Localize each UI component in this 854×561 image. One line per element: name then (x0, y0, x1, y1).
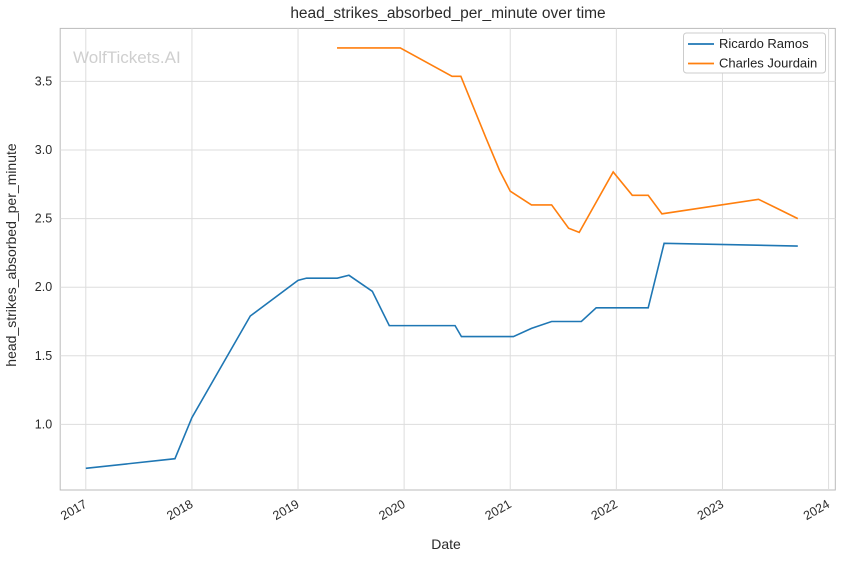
svg-text:Date: Date (431, 536, 461, 552)
svg-text:2.0: 2.0 (35, 280, 52, 294)
svg-text:Charles Jourdain: Charles Jourdain (719, 56, 817, 71)
svg-text:3.0: 3.0 (35, 143, 52, 157)
svg-text:head_strikes_absorbed_per_minu: head_strikes_absorbed_per_minute over ti… (290, 5, 605, 22)
svg-text:3.5: 3.5 (35, 74, 52, 88)
svg-text:Ricardo Ramos: Ricardo Ramos (719, 36, 809, 51)
svg-text:head_strikes_absorbed_per_minu: head_strikes_absorbed_per_minute (3, 143, 19, 367)
svg-text:2.5: 2.5 (35, 212, 52, 226)
svg-text:WolfTickets.AI: WolfTickets.AI (73, 48, 181, 67)
svg-text:1.0: 1.0 (35, 417, 52, 431)
svg-text:1.5: 1.5 (35, 349, 52, 363)
